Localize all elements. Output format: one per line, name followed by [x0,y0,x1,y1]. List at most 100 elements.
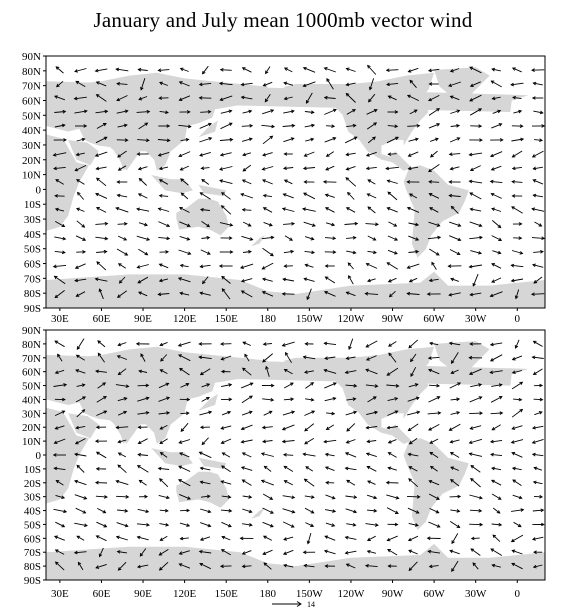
wind-vector [138,177,148,186]
wind-vector [305,137,315,142]
wind-vector [408,222,420,227]
wind-vector [491,424,501,431]
wind-vector [283,67,293,73]
wind-vector [470,548,481,556]
wind-vector [449,249,461,256]
wind-vector [449,549,460,555]
wind-vector [511,137,525,142]
wind-vector [53,383,68,387]
wind-vector [137,67,148,72]
wind-vector [263,410,273,416]
wind-vector [323,95,336,100]
wind-vector [263,465,272,472]
wind-vector [407,67,419,73]
wind-vector [75,369,86,374]
wind-vector [387,235,399,241]
wind-vector [386,179,398,184]
wind-vector [510,278,524,283]
wind-vector [136,264,149,269]
wind-vector [387,191,398,201]
wind-vector [220,508,233,513]
wind-vector [491,383,503,387]
wind-vector [386,384,400,388]
wind-vector [76,338,85,351]
wind-vector [305,397,315,402]
wind-vector [322,180,337,184]
wind-vector [428,221,441,227]
longitude-tick-label: 120W [337,588,365,600]
wind-vector [95,109,109,114]
latitude-tick-label: 10N [22,436,41,448]
latitude-tick-label: 70N [22,353,41,365]
wind-vector [138,369,148,374]
wind-vector [345,82,356,87]
wind-vector [304,438,315,445]
wind-vector [242,152,252,157]
landmass [198,457,227,469]
wind-vector [511,549,523,555]
wind-vector [55,494,66,500]
wind-vector [75,425,86,430]
landmass [251,507,265,519]
wind-vector [512,95,522,100]
wind-vector [532,81,543,86]
latitude-tick-label: 50S [24,244,41,256]
wind-vector [283,480,294,486]
land-masses [46,341,545,580]
wind-vector [115,535,128,541]
wind-vector [283,521,295,528]
wind-vector [302,81,316,88]
wind-vector [448,81,461,87]
wind-vector [201,437,209,446]
wind-vectors [52,64,546,301]
wind-vector [260,479,274,486]
wind-vector [283,382,294,389]
wind-vector [180,137,190,142]
wind-vector [468,355,483,360]
wind-vector [281,424,295,431]
wind-vector [366,108,378,115]
wind-vector [265,66,271,75]
wind-vector [139,548,147,557]
wind-vector [115,425,129,430]
wind-vector [283,264,293,268]
wind-vector [74,68,87,73]
wind-vector [406,263,420,269]
wind-vector [52,453,66,457]
wind-vector [178,354,191,362]
wind-vector [282,549,294,555]
wind-vector [239,536,254,541]
wind-vector [305,466,314,472]
wind-vector [491,277,502,283]
landmass [176,471,229,508]
wind-vector [365,523,379,527]
wind-vector [492,507,501,514]
wind-vector [469,411,484,415]
wind-vector [386,136,399,144]
wind-vector [304,236,315,241]
latitude-tick-label: 70N [22,81,41,93]
wind-vector [199,410,213,416]
wind-vector [344,550,357,555]
wind-vector [97,340,106,348]
wind-vector [157,138,171,143]
wind-vector [303,563,315,568]
wind-vector [137,411,150,415]
wind-vector [95,451,107,459]
wind-vector [199,536,211,541]
wind-vector [282,277,295,282]
wind-vector [491,235,503,241]
wind-vector [54,425,65,430]
wind-vector [283,179,293,185]
wind-vector [115,479,129,486]
wind-vector [368,78,375,91]
wind-vector [324,276,336,284]
wind-vector [159,452,168,458]
wind-vector [220,425,232,430]
wind-vector [77,561,84,571]
wind-vector [159,250,170,254]
wind-vector [54,549,65,555]
wind-vector [199,151,211,157]
wind-vector [427,68,440,73]
wind-vector [409,79,417,88]
